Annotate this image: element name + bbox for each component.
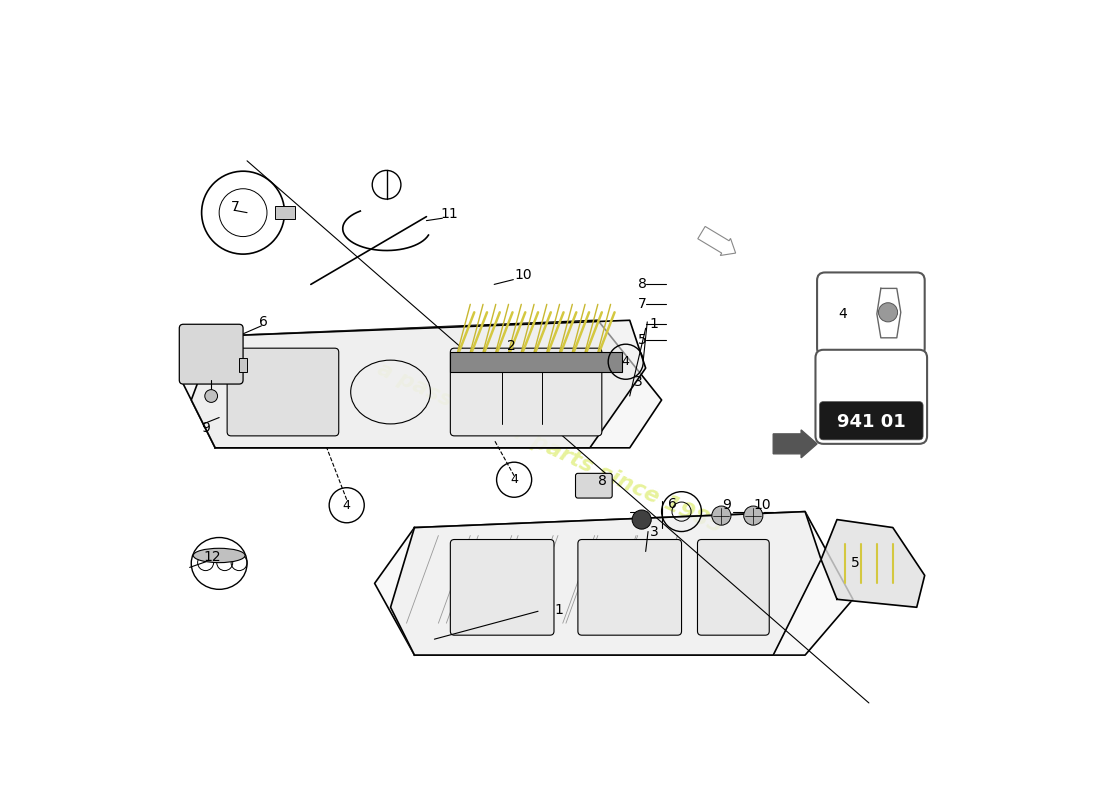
Text: 5: 5 [638, 334, 647, 347]
Polygon shape [390, 512, 821, 655]
Text: 6: 6 [258, 315, 268, 329]
Text: 8: 8 [638, 278, 647, 291]
FancyBboxPatch shape [450, 539, 554, 635]
Text: a passion for parts since 1985: a passion for parts since 1985 [374, 358, 726, 537]
Text: 6: 6 [668, 497, 676, 510]
FancyBboxPatch shape [575, 474, 613, 498]
Polygon shape [184, 320, 661, 448]
FancyBboxPatch shape [450, 348, 602, 436]
Text: 1: 1 [554, 602, 563, 617]
Text: 4: 4 [343, 498, 351, 512]
Ellipse shape [194, 548, 245, 562]
Circle shape [205, 390, 218, 402]
Text: 2: 2 [507, 338, 516, 353]
Circle shape [879, 302, 898, 322]
Polygon shape [375, 512, 852, 655]
Text: 9: 9 [201, 421, 210, 435]
Circle shape [632, 510, 651, 529]
Bar [450, 352, 622, 372]
Bar [275, 206, 295, 219]
Polygon shape [821, 519, 925, 607]
Text: 4: 4 [838, 307, 847, 321]
Text: 9: 9 [723, 498, 732, 512]
Circle shape [744, 506, 763, 525]
Text: 1: 1 [650, 318, 659, 331]
FancyArrow shape [697, 226, 736, 255]
Text: 5: 5 [851, 557, 860, 570]
Text: 12: 12 [204, 550, 221, 564]
FancyBboxPatch shape [815, 350, 927, 444]
Text: 4: 4 [621, 355, 629, 368]
Circle shape [712, 506, 732, 525]
FancyBboxPatch shape [697, 539, 769, 635]
FancyBboxPatch shape [179, 324, 243, 384]
Text: 7: 7 [638, 298, 647, 311]
FancyBboxPatch shape [820, 402, 923, 440]
FancyBboxPatch shape [227, 348, 339, 436]
FancyArrow shape [773, 430, 817, 458]
Text: 7: 7 [231, 200, 240, 214]
Text: 3: 3 [634, 374, 642, 389]
FancyBboxPatch shape [817, 273, 925, 356]
Text: 11: 11 [440, 207, 458, 222]
Text: 4: 4 [510, 474, 518, 486]
Bar [239, 358, 248, 372]
Text: 10: 10 [514, 268, 531, 282]
Text: 8: 8 [597, 474, 607, 488]
FancyBboxPatch shape [578, 539, 682, 635]
Polygon shape [191, 320, 646, 448]
Text: 10: 10 [754, 498, 771, 512]
Text: 3: 3 [650, 525, 659, 538]
Text: 941 01: 941 01 [837, 414, 905, 431]
